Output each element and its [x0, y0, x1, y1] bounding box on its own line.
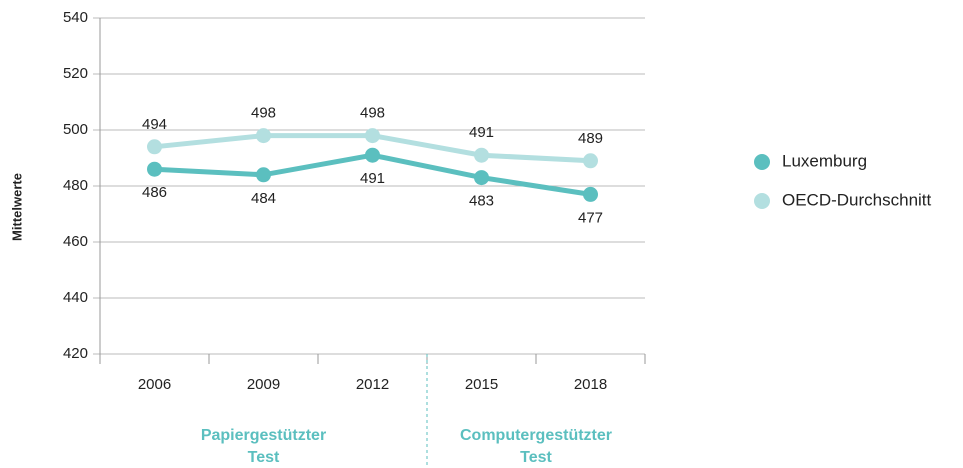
y-axis-label: Mittelwerte — [9, 173, 24, 241]
legend-label: Luxemburg — [782, 151, 867, 170]
data-label: 486 — [142, 184, 167, 201]
y-tick-label: 440 — [63, 289, 88, 306]
point — [256, 167, 271, 183]
point — [474, 147, 489, 163]
point — [256, 128, 271, 144]
annotation: Papiergestützter — [201, 427, 326, 444]
legend-marker — [754, 154, 770, 170]
y-tick-label: 540 — [63, 9, 88, 26]
annotation: Test — [248, 449, 280, 466]
x-tick-label: 2006 — [138, 376, 171, 393]
point — [365, 147, 380, 163]
data-label: 491 — [469, 124, 494, 141]
data-label: 494 — [142, 116, 167, 133]
data-label: 477 — [578, 209, 603, 226]
point — [583, 153, 598, 169]
x-tick-label: 2015 — [465, 376, 498, 393]
point — [365, 128, 380, 144]
data-label: 489 — [578, 130, 603, 147]
x-tick-label: 2018 — [574, 376, 607, 393]
data-label: 483 — [469, 193, 494, 210]
y-tick-label: 420 — [63, 345, 88, 362]
y-tick-label: 520 — [63, 65, 88, 82]
data-label: 498 — [360, 105, 385, 122]
legend-marker — [754, 193, 770, 209]
y-tick-label: 500 — [63, 121, 88, 138]
legend-label: OECD-Durchschnitt — [782, 190, 932, 209]
y-tick-label: 460 — [63, 233, 88, 250]
x-tick-label: 2009 — [247, 376, 280, 393]
annotation: Test — [520, 449, 552, 466]
point — [474, 170, 489, 186]
data-label: 491 — [360, 170, 385, 187]
point — [583, 186, 598, 202]
point — [147, 139, 162, 155]
annotation: Computergestützter — [460, 427, 612, 444]
x-tick-label: 2012 — [356, 376, 389, 393]
data-label: 498 — [251, 105, 276, 122]
point — [147, 161, 162, 177]
y-tick-label: 480 — [63, 177, 88, 194]
data-label: 484 — [251, 190, 276, 207]
